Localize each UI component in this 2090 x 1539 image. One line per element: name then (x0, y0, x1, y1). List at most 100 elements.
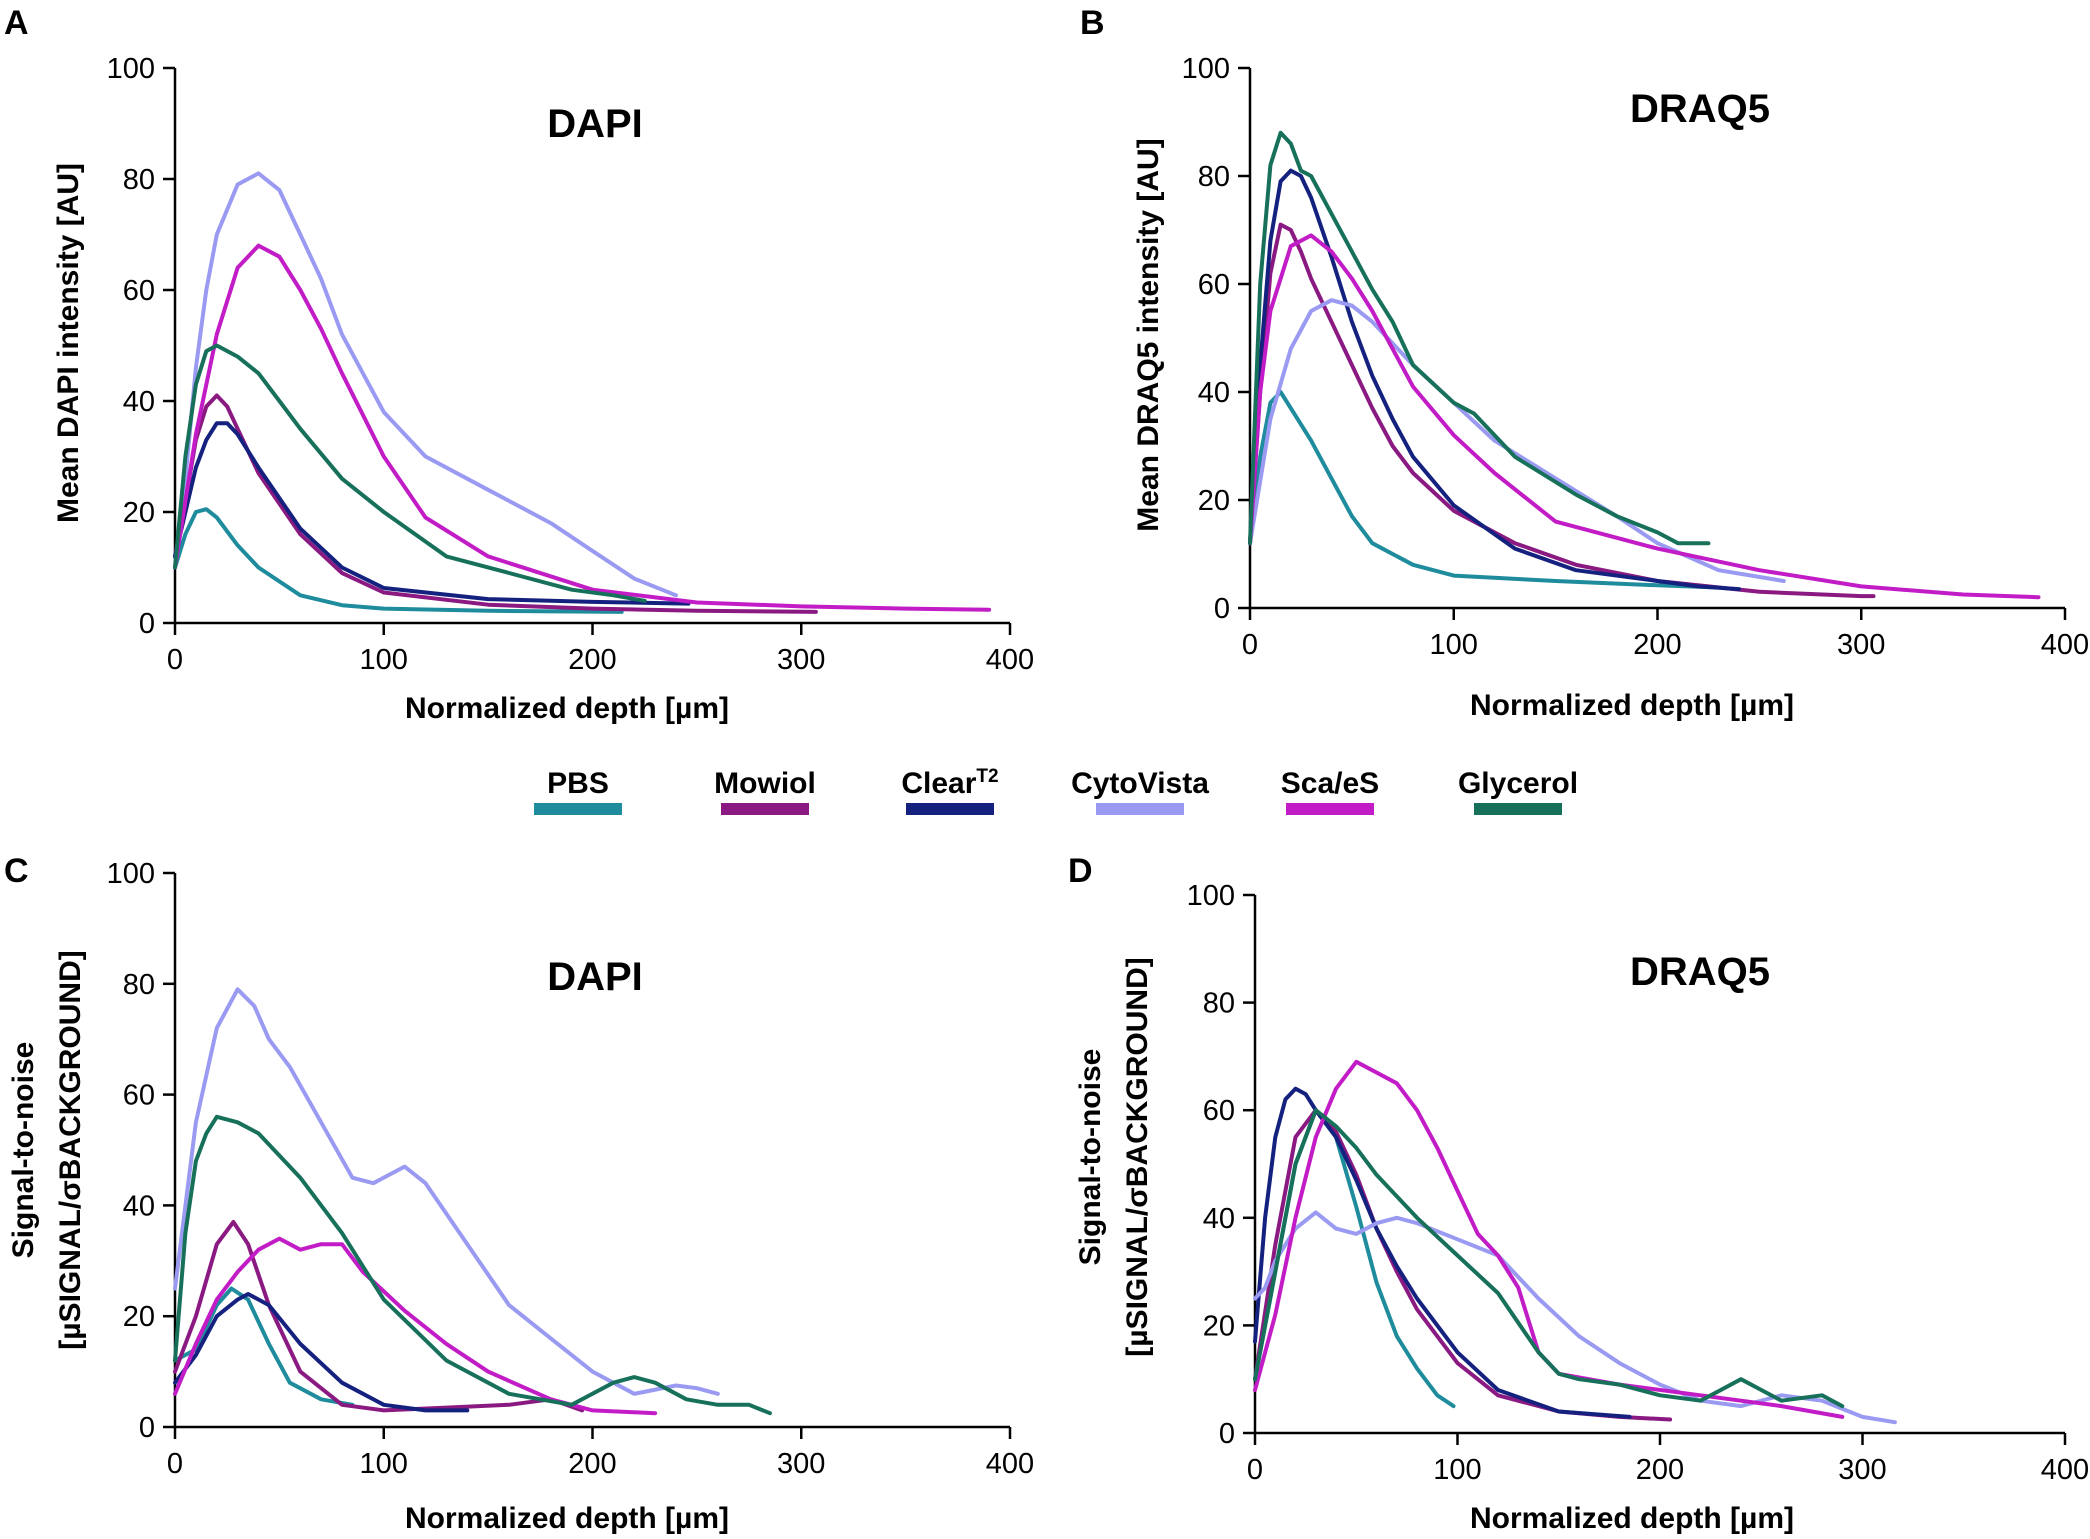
panel-b-x-tick-label: 200 (1633, 629, 1681, 661)
panel-d-ticks: 0 100 200 300 400 0 20 40 60 80 100 (1187, 880, 2090, 1486)
panel-d-y-tick-label: 80 (1203, 988, 1235, 1020)
panel-b-x-tick-label: 300 (1837, 629, 1885, 661)
panel-a-x-tick-label: 100 (360, 644, 408, 676)
panel-c-y-tick-label: 40 (123, 1190, 155, 1222)
panel-b-y-tick-label: 60 (1198, 269, 1230, 301)
panel-a-y-tick-label: 20 (123, 497, 155, 529)
legend-label-superscript: T2 (976, 766, 998, 787)
panel-a-x-tick-label: 200 (568, 644, 616, 676)
panel-b-title: DRAQ5 (1630, 87, 1770, 131)
panel-a: A DAPI Normalized depth [µm] Mean DAPI i… (4, 4, 1034, 725)
panel-d-x-axis-title: Normalized depth [µm] (1470, 1502, 1794, 1535)
panel-a-x-tick-label: 400 (986, 644, 1034, 676)
panel-letter-a: A (4, 4, 29, 42)
legend-label-scales: Sca/eS (1281, 767, 1379, 800)
panel-b: B DRAQ5 Normalized depth [µm] Mean DRAQ5… (1080, 4, 2089, 722)
legend: PBS Mowiol ClearT2 CytoVista Sca/eS Glycerol (534, 766, 1578, 815)
panel-letter-c: C (4, 852, 29, 890)
panel-c-y-tick-label: 20 (123, 1301, 155, 1333)
panel-b-series-cytovista (1248, 298, 1786, 583)
panel-d-y-tick-label: 20 (1203, 1310, 1235, 1342)
panel-a-y-tick-label: 60 (123, 275, 155, 307)
legend-label-mowiol: Mowiol (714, 767, 816, 800)
panel-b-y-tick-label: 100 (1182, 53, 1230, 85)
panel-a-title: DAPI (547, 102, 643, 146)
legend-swatch-cleart2 (906, 803, 994, 815)
panel-c-series-cytovista (173, 987, 720, 1396)
panel-a-x-axis-title: Normalized depth [µm] (405, 692, 729, 725)
panel-c-title: DAPI (547, 955, 643, 999)
panel-c: C DAPI Normalized depth [µm] Signal-to-n… (4, 852, 1034, 1535)
panel-c-series-mowiol (173, 1220, 585, 1413)
panel-d-x-tick-label: 0 (1247, 1454, 1263, 1486)
legend-swatch-mowiol (721, 803, 809, 815)
panel-a-series (173, 171, 992, 614)
legend-label-text: Sca/eS (1281, 767, 1379, 800)
panel-c-x-axis-title: Normalized depth [µm] (405, 1502, 729, 1535)
panel-a-y-axis-title: Mean DAPI intensity [AU] (52, 163, 85, 523)
panel-a-x-tick-label: 0 (167, 644, 183, 676)
legend-label-pbs: PBS (547, 767, 609, 800)
panel-letter-d: D (1068, 852, 1093, 890)
panel-c-x-tick-label: 100 (360, 1448, 408, 1480)
panel-a-series-pbs (173, 507, 624, 614)
legend-swatch-cytovista (1096, 803, 1184, 815)
panel-b-y-axis-title: Mean DRAQ5 intensity [AU] (1132, 138, 1165, 531)
panel-b-series-glycerol (1248, 130, 1711, 546)
panel-a-series-glycerol (173, 343, 647, 603)
panel-b-y-tick-label: 0 (1214, 593, 1230, 625)
panel-a-series-cleart2 (173, 421, 691, 606)
panel-b-series-scales (1248, 233, 2041, 600)
panel-a-series-cytovista (173, 171, 678, 598)
panel-d-series-cytovista (1253, 1210, 1897, 1425)
panel-d: D DRAQ5 Normalized depth [µm] Signal-to-… (1068, 852, 2089, 1535)
panel-d-y-tick-label: 0 (1219, 1418, 1235, 1450)
panel-b-y-tick-label: 20 (1198, 485, 1230, 517)
panel-d-y-axis-title-line2: [µSIGNAL/σBACKGROUND] (1121, 957, 1154, 1356)
panel-c-y-axis-title-line1: Signal-to-noise (7, 1042, 40, 1259)
panel-b-series-cleart2 (1248, 168, 1741, 592)
panel-c-x-tick-label: 0 (167, 1448, 183, 1480)
panel-b-series (1248, 130, 2041, 600)
panel-d-y-tick-label: 60 (1203, 1095, 1235, 1127)
panel-c-ticks: 0 100 200 300 400 0 20 40 60 80 100 (107, 858, 1035, 1480)
panel-c-series (173, 987, 772, 1416)
panel-c-y-tick-label: 100 (107, 858, 155, 890)
panel-b-ticks: 0 100 200 300 400 0 20 40 60 80 100 (1182, 53, 2090, 661)
panel-a-ticks: 0 100 200 300 400 0 20 40 60 80 100 (107, 53, 1035, 676)
panel-a-series-scales (173, 243, 992, 612)
panel-b-x-tick-label: 100 (1430, 629, 1478, 661)
panel-d-series-pbs (1253, 1108, 1456, 1409)
panel-a-x-tick-label: 300 (777, 644, 825, 676)
panel-d-x-tick-label: 200 (1636, 1454, 1684, 1486)
panel-b-x-tick-label: 0 (1242, 629, 1258, 661)
panel-d-x-tick-label: 100 (1433, 1454, 1481, 1486)
panel-c-x-tick-label: 300 (777, 1448, 825, 1480)
panel-d-y-axis-title-line1: Signal-to-noise (1074, 1049, 1107, 1266)
panel-b-y-tick-label: 80 (1198, 161, 1230, 193)
panel-d-series (1253, 1059, 1897, 1425)
panel-d-title: DRAQ5 (1630, 950, 1770, 994)
legend-swatch-glycerol (1474, 803, 1562, 815)
panel-c-y-axis-title-line2: [µSIGNAL/σBACKGROUND] (54, 950, 87, 1349)
legend-label-text: PBS (547, 767, 609, 800)
panel-c-y-tick-label: 80 (123, 969, 155, 1001)
legend-label-glycerol: Glycerol (1458, 767, 1578, 800)
panel-c-x-tick-label: 200 (568, 1448, 616, 1480)
legend-label-cytovista: CytoVista (1071, 767, 1209, 800)
legend-label-text: CytoVista (1071, 767, 1209, 800)
legend-label-text: Clear (901, 767, 976, 800)
panel-c-y-tick-label: 0 (139, 1412, 155, 1444)
legend-label-cleart2: ClearT2 (901, 766, 998, 800)
legend-label-text: Mowiol (714, 767, 816, 800)
panel-d-series-glycerol (1253, 1108, 1845, 1409)
panel-c-y-tick-label: 60 (123, 1080, 155, 1112)
panel-d-series-cleart2 (1253, 1086, 1632, 1419)
legend-label-text: Glycerol (1458, 767, 1578, 800)
panel-c-series-glycerol (173, 1114, 772, 1416)
panel-b-x-tick-label: 400 (2041, 629, 2089, 661)
panel-a-y-tick-label: 100 (107, 53, 155, 85)
panel-b-y-tick-label: 40 (1198, 377, 1230, 409)
panel-b-series-pbs (1248, 390, 1721, 590)
